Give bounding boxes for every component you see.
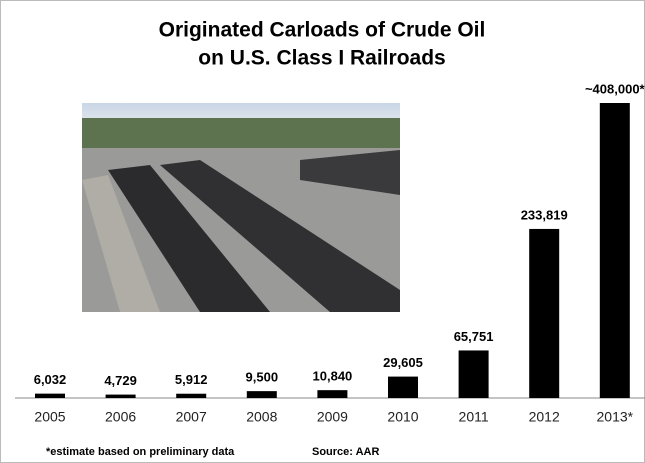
value-label: 9,500 (246, 370, 279, 385)
x-tick-label: 2010 (387, 409, 418, 425)
chart-title: on U.S. Class I Railroads (198, 47, 445, 70)
x-tick-label: 2008 (246, 409, 277, 425)
x-tick-label: 2005 (34, 409, 65, 425)
x-tick-label: 2013* (597, 409, 634, 425)
x-tick-label: 2011 (459, 409, 489, 425)
bar (246, 391, 277, 398)
value-label: ~408,000* (585, 81, 645, 96)
x-tick-label: 2012 (529, 409, 560, 425)
bar (176, 393, 207, 398)
value-label: 5,912 (175, 372, 208, 387)
bar (35, 393, 65, 398)
photo (82, 103, 400, 312)
source: Source: AAR (312, 446, 379, 458)
chart-title: Originated Carloads of Crude Oil (159, 19, 486, 42)
bar (105, 394, 136, 398)
bar (458, 350, 489, 398)
x-tick-label: 2006 (105, 409, 136, 425)
value-label: 10,840 (313, 369, 353, 384)
bar (388, 376, 418, 398)
value-label: 65,751 (454, 329, 494, 344)
value-label: 6,032 (34, 372, 67, 387)
x-tick-label: 2007 (176, 409, 207, 425)
value-label: 29,605 (383, 355, 423, 370)
value-label: 4,729 (104, 373, 137, 388)
bar (599, 103, 630, 398)
x-tick-label: 2009 (317, 409, 348, 425)
value-label: 233,819 (521, 207, 568, 222)
bar (529, 228, 560, 398)
footnote: *estimate based on preliminary data (46, 446, 235, 458)
bar (317, 390, 348, 398)
